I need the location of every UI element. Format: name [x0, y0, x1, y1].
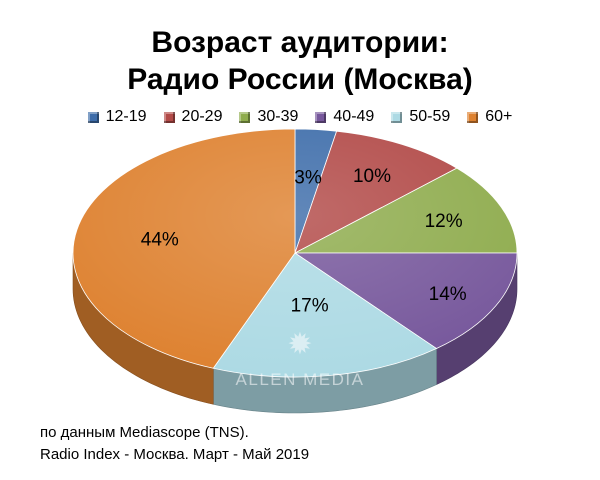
- legend-item-60-plus: 60+: [467, 108, 512, 126]
- legend-label-12-19: 12-19: [105, 108, 147, 125]
- chart-title-line2: Радио России (Москва): [127, 63, 473, 96]
- legend-item-50-59: 50-59: [391, 108, 450, 126]
- legend-swatch-40-49: [315, 111, 327, 123]
- legend-swatch-30-39: [239, 111, 251, 123]
- legend-item-12-19: 12-19: [87, 108, 147, 126]
- watermark-text: ALLEN MEDIA: [236, 370, 365, 389]
- legend-label-30-39: 30-39: [257, 108, 299, 125]
- source-note: по данным Mediascope (TNS).: [40, 424, 249, 441]
- watermark-star-icon: ✹: [287, 327, 312, 362]
- pie-label-20-29: 10%: [353, 166, 391, 187]
- legend-label-40-49: 40-49: [333, 108, 375, 125]
- chart-title-line1: Возраст аудитории:: [151, 26, 449, 59]
- legend-item-30-39: 30-39: [239, 108, 298, 126]
- legend-swatch-50-59: [391, 111, 403, 123]
- pie-top: [72, 128, 518, 378]
- legend-label-60-plus: 60+: [485, 108, 513, 125]
- chart-title: Возраст аудитории: Радио России (Москва): [0, 24, 600, 98]
- legend-item-40-49: 40-49: [315, 108, 374, 126]
- pie-label-40-49: 14%: [429, 284, 467, 305]
- pie-label-60-plus: 44%: [141, 230, 179, 251]
- period-note: Radio Index - Москва. Март - Май 2019: [40, 446, 310, 463]
- pie-label-30-39: 12%: [425, 211, 463, 232]
- pie-shine: [73, 129, 517, 377]
- pie-labels: 3% 10% 12% 14% 17% 44%: [141, 166, 467, 317]
- pie-label-12-19: 3%: [294, 168, 322, 189]
- watermark: ✹ ALLEN MEDIA: [236, 327, 365, 389]
- legend-item-20-29: 20-29: [163, 108, 223, 126]
- pie-label-50-59: 17%: [291, 295, 329, 316]
- legend-swatch-12-19: [87, 111, 99, 123]
- legend-label-50-59: 50-59: [409, 108, 451, 125]
- chart-legend: 12-19 20-29 30-39 40-49 50-59 60+: [0, 108, 600, 126]
- legend-swatch-20-29: [163, 111, 175, 123]
- legend-label-20-29: 20-29: [181, 108, 223, 125]
- legend-swatch-60-plus: [467, 111, 479, 123]
